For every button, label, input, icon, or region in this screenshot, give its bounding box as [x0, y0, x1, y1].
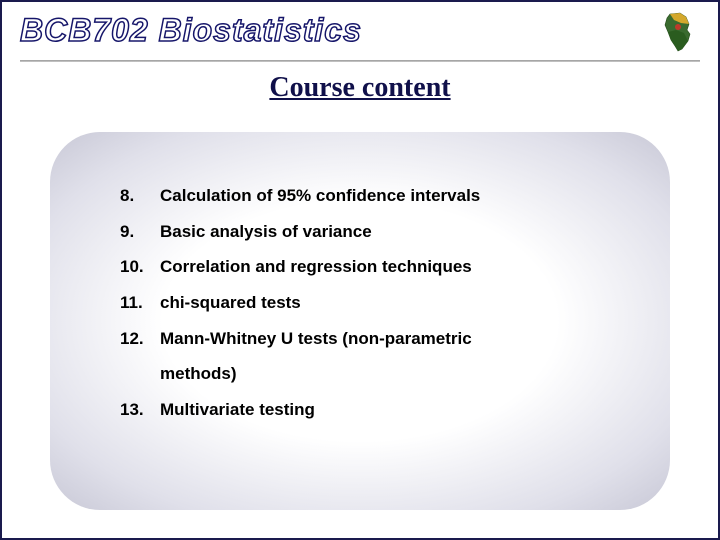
list-item: 8. Calculation of 95% confidence interva…: [120, 178, 600, 214]
course-code-title: BCB702 Biostatistics: [20, 12, 362, 49]
item-text: Correlation and regression techniques: [160, 249, 600, 285]
item-number: 9.: [120, 214, 160, 250]
list-item: 11. chi-squared tests: [120, 285, 600, 321]
item-number: [120, 356, 160, 392]
list-item: 12. Mann-Whitney U tests (non-parametric: [120, 321, 600, 357]
header-divider: [20, 60, 700, 62]
list-item: 9. Basic analysis of variance: [120, 214, 600, 250]
content-panel: 8. Calculation of 95% confidence interva…: [50, 132, 670, 510]
list-item: 10. Correlation and regression technique…: [120, 249, 600, 285]
item-text: methods): [160, 356, 600, 392]
item-number: 10.: [120, 249, 160, 285]
item-text: chi-squared tests: [160, 285, 600, 321]
item-text: Multivariate testing: [160, 392, 600, 428]
item-number: 8.: [120, 178, 160, 214]
item-text: Calculation of 95% confidence intervals: [160, 178, 600, 214]
item-number: 12.: [120, 321, 160, 357]
item-text: Basic analysis of variance: [160, 214, 600, 250]
course-topics-list: 8. Calculation of 95% confidence interva…: [120, 178, 600, 428]
list-item-continuation: methods): [120, 356, 600, 392]
list-item: 13. Multivariate testing: [120, 392, 600, 428]
item-text: Mann-Whitney U tests (non-parametric: [160, 321, 600, 357]
item-number: 13.: [120, 392, 160, 428]
item-number: 11.: [120, 285, 160, 321]
slide-frame: BCB702 Biostatistics Course content 8. C…: [0, 0, 720, 540]
africa-map-icon: [656, 10, 700, 54]
slide-subtitle: Course content: [2, 72, 718, 104]
